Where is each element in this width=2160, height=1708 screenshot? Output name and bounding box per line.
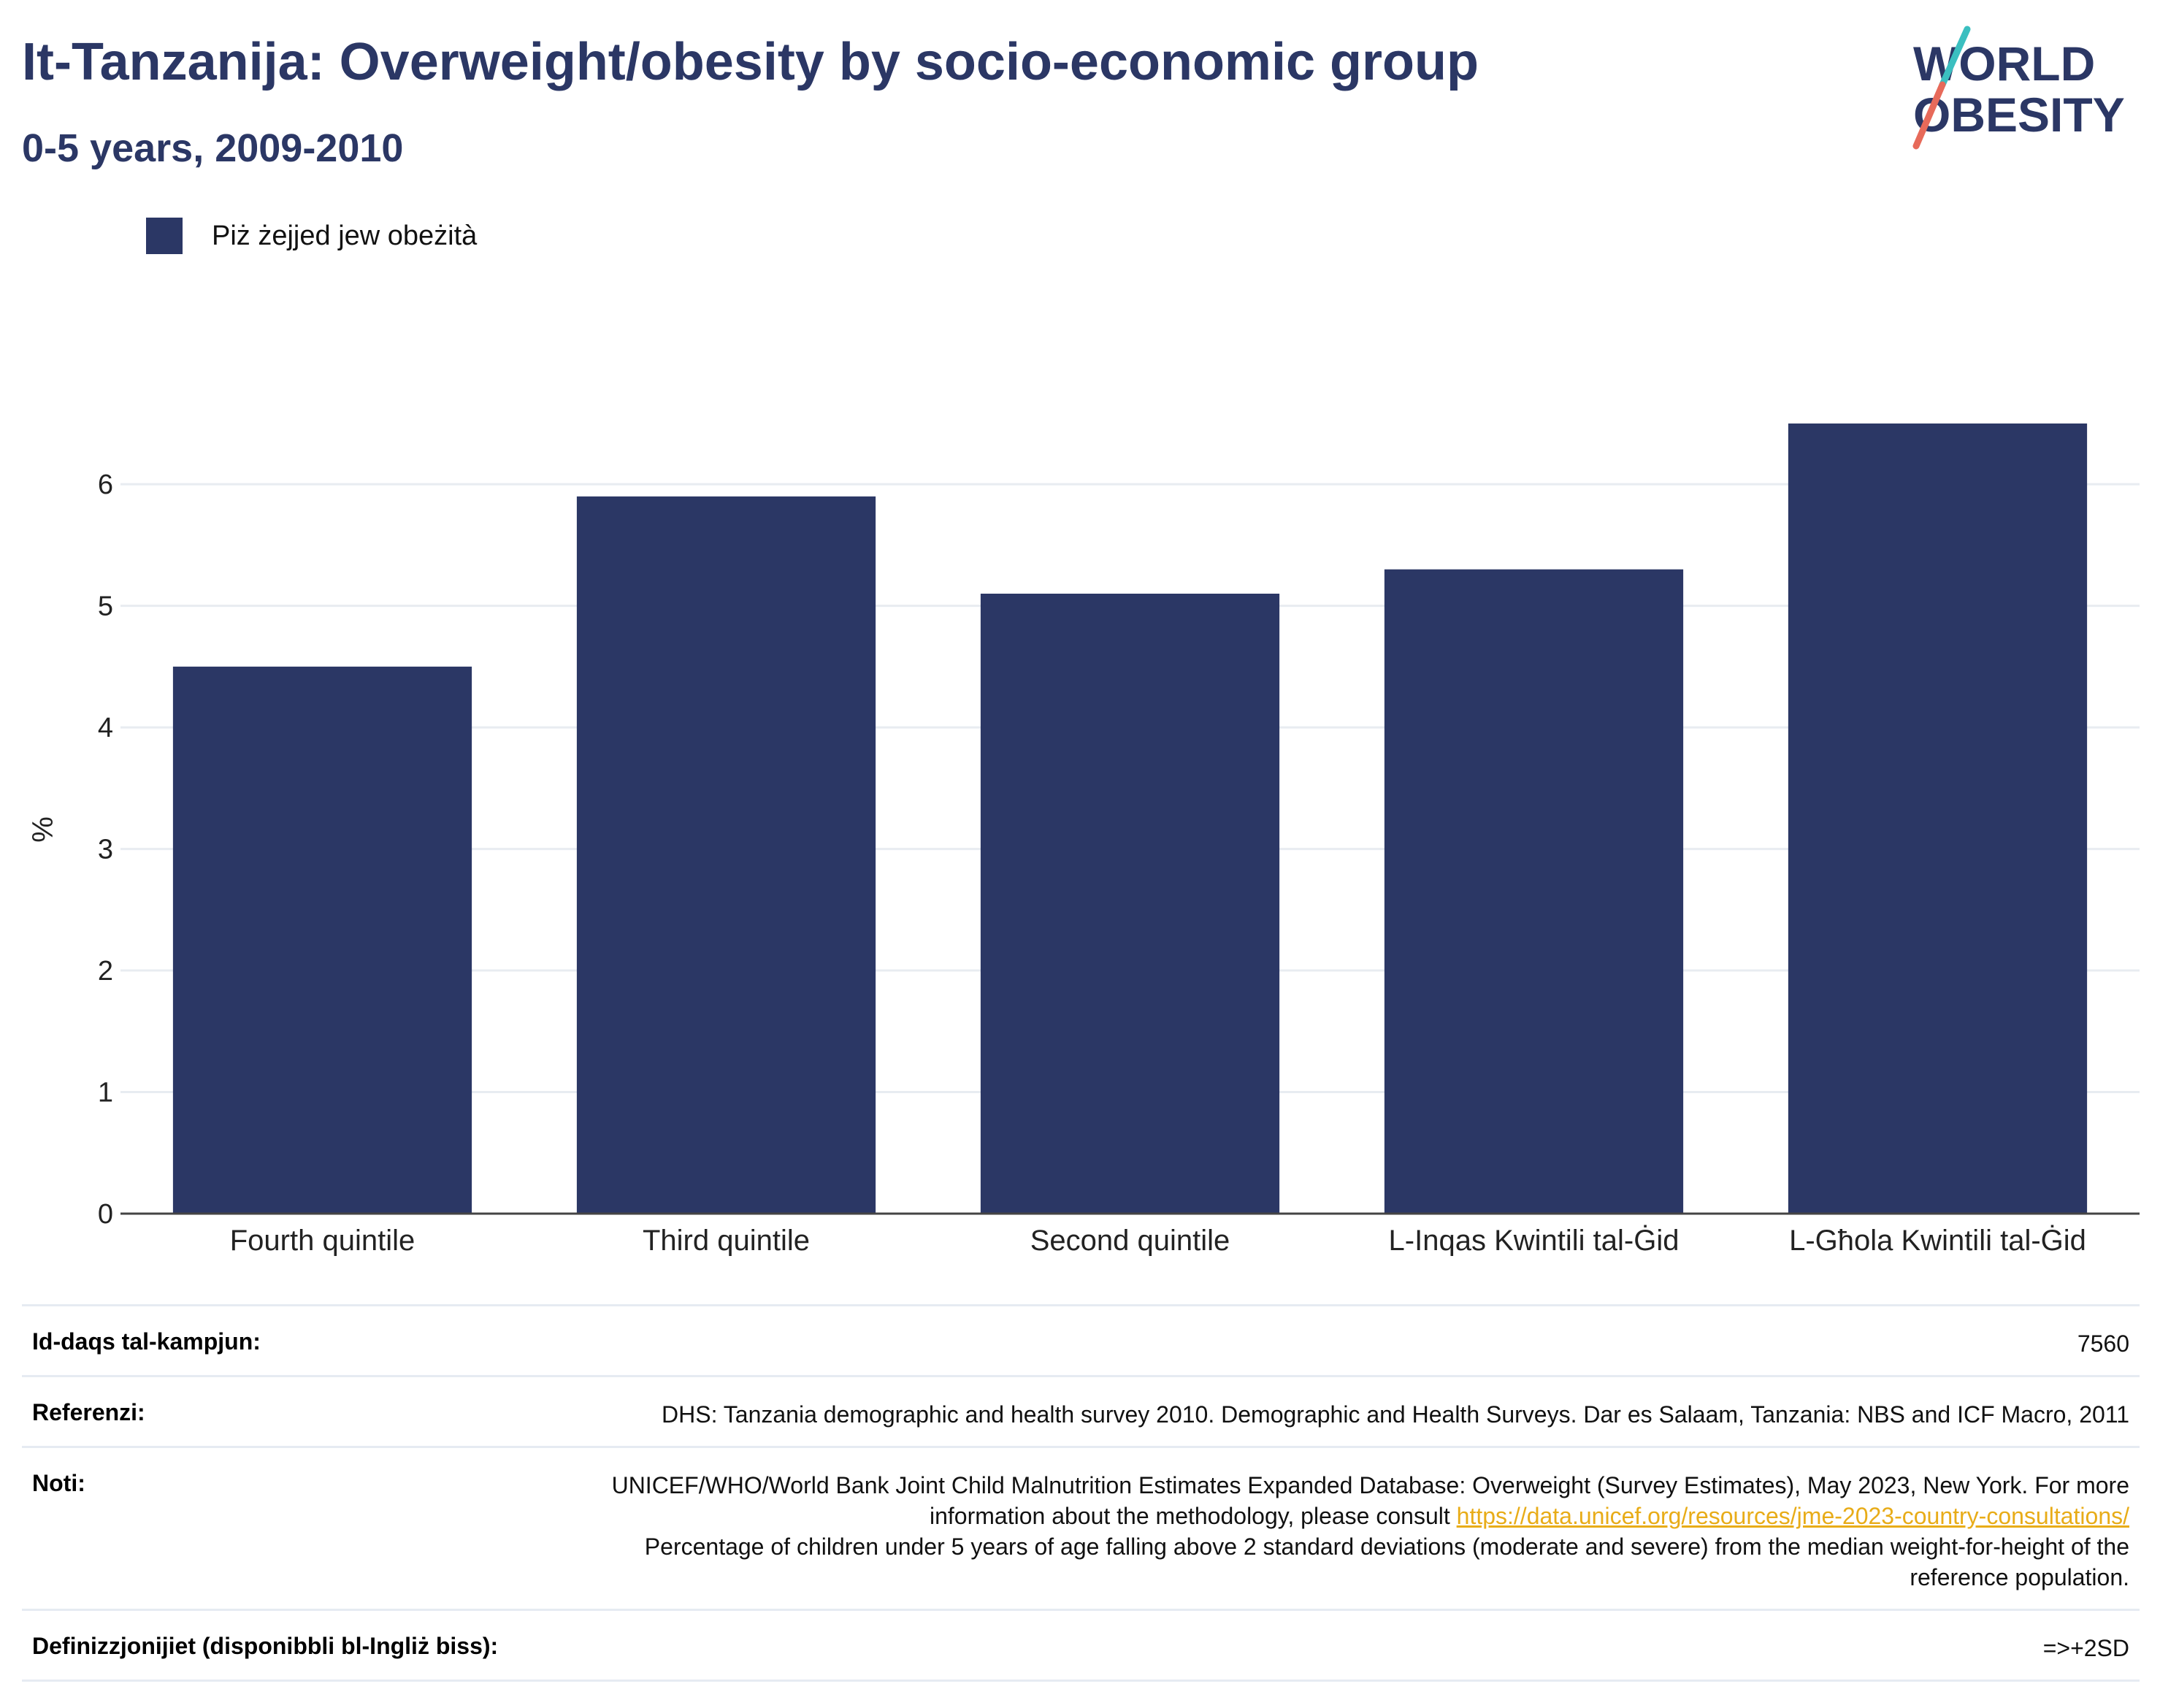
references-row: Referenzi: DHS: Tanzania demographic and… [22,1375,2140,1446]
notes-value: UNICEF/WHO/World Bank Joint Child Malnut… [587,1470,2129,1593]
chart-subtitle: 0-5 years, 2009-2010 [22,126,404,170]
bar-chart: 0 1 2 3 4 5 6 Fourth quintile Third quintile Seco… [27,423,2140,1256]
sample-size-row: Id-daqs tal-kampjun: 7560 [22,1304,2140,1375]
y-tick-label: 6 [98,470,113,500]
definitions-row: Definizzjonijiet (disponibbli bl-Ingliż … [22,1609,2140,1682]
bar [576,496,876,1214]
logo-slash-teal [1939,26,1971,88]
logo-slash-coral [1912,81,1946,150]
y-tick-label: 4 [98,713,113,743]
references-label: Referenzi: [32,1399,145,1425]
y-tick-label: 0 [98,1199,113,1230]
bar [172,666,472,1214]
bar [1384,569,1684,1214]
x-tick-label: L-Għola Kwintili tal-Ġid [1789,1224,2086,1256]
y-tick-label: 3 [98,835,113,865]
x-tick-label: Third quintile [643,1225,810,1256]
chart-title: It-Tanzanija: Overweight/obesity by soci… [22,33,1479,91]
y-tick-label: 1 [98,1078,113,1108]
notes-row: Noti: UNICEF/WHO/World Bank Joint Child … [22,1446,2140,1609]
definitions-value: =>+2SD [2042,1635,2129,1661]
logo-line2: OBESITY [1913,88,2125,142]
notes-label: Noti: [32,1470,85,1496]
y-axis-label: % [27,816,59,843]
x-tick-label: Fourth quintile [230,1225,415,1256]
sample-size-label: Id-daqs tal-kampjun: [32,1328,261,1355]
bar [980,594,1280,1214]
definitions-label: Definizzjonijiet (disponibbli bl-Ingliż … [32,1633,499,1659]
y-tick-label: 5 [98,591,113,622]
sample-size-value: 7560 [2077,1330,2129,1357]
legend-label: Piż żejjed jew obeżità [212,221,478,251]
bar [1788,423,2088,1214]
notes-link[interactable]: https://data.unicef.org/resources/jme-20… [1456,1503,2129,1529]
world-obesity-logo: WORLD OBESITY [1912,26,2125,150]
notes-text-2: Percentage of children under 5 years of … [644,1533,2129,1590]
legend-swatch [146,218,183,254]
y-tick-label: 2 [98,956,113,987]
info-table: Id-daqs tal-kampjun: 7560 Referenzi: DHS… [22,1304,2140,1682]
notes-text-1: UNICEF/WHO/World Bank Joint Child Malnut… [611,1472,2129,1529]
x-tick-label: Second quintile [1030,1225,1230,1256]
references-value: DHS: Tanzania demographic and health sur… [662,1401,2129,1428]
x-tick-label: L-Inqas Kwintili tal-Ġid [1389,1224,1680,1256]
